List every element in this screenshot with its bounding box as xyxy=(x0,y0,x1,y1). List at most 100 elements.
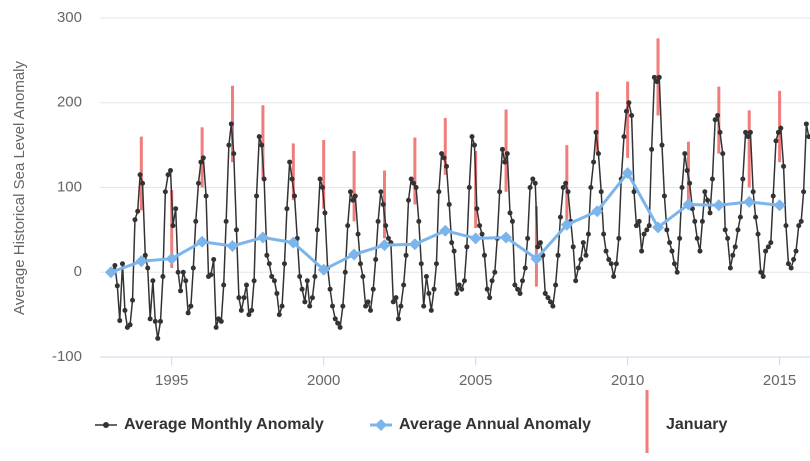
point xyxy=(515,286,521,292)
point xyxy=(479,231,485,237)
point xyxy=(504,151,510,157)
point xyxy=(768,240,774,246)
point xyxy=(355,231,361,237)
point xyxy=(537,240,543,246)
point xyxy=(623,108,629,114)
point xyxy=(580,240,586,246)
point xyxy=(193,218,199,224)
point xyxy=(383,223,389,229)
point xyxy=(788,265,794,271)
point xyxy=(591,159,597,165)
point xyxy=(606,257,612,263)
point xyxy=(747,129,753,135)
point xyxy=(646,223,652,229)
point xyxy=(499,146,505,152)
point xyxy=(168,168,174,174)
point xyxy=(740,176,746,182)
point xyxy=(798,218,804,224)
point xyxy=(639,248,645,254)
point xyxy=(147,316,153,322)
point xyxy=(497,189,503,195)
point xyxy=(150,278,156,284)
point xyxy=(198,159,204,165)
point xyxy=(426,290,432,296)
point xyxy=(702,189,708,195)
point xyxy=(112,262,118,268)
point xyxy=(773,138,779,144)
point xyxy=(507,210,513,216)
point xyxy=(535,244,541,250)
point xyxy=(352,193,358,199)
point xyxy=(575,265,581,271)
point xyxy=(621,167,634,180)
point xyxy=(705,197,711,203)
point xyxy=(390,299,396,305)
point xyxy=(443,163,449,169)
point xyxy=(500,231,513,244)
point xyxy=(760,273,766,279)
point xyxy=(322,210,328,216)
point xyxy=(439,151,445,157)
x-tick-label: 1995 xyxy=(155,372,188,389)
x-tick-label: 2015 xyxy=(763,372,796,389)
point xyxy=(651,74,657,80)
point xyxy=(712,199,725,212)
point xyxy=(758,269,764,275)
point xyxy=(312,273,318,279)
point xyxy=(512,282,518,288)
point xyxy=(677,235,683,241)
point xyxy=(530,176,536,182)
point xyxy=(553,282,559,288)
point xyxy=(256,231,269,244)
point xyxy=(471,142,477,148)
point xyxy=(682,198,695,211)
point xyxy=(578,257,584,263)
point xyxy=(236,295,242,301)
point xyxy=(261,176,267,182)
point xyxy=(347,189,353,195)
point xyxy=(289,176,295,182)
point xyxy=(743,129,749,135)
point xyxy=(162,189,168,195)
point xyxy=(629,112,635,118)
point xyxy=(707,210,713,216)
point xyxy=(527,185,533,190)
point xyxy=(287,236,300,249)
point xyxy=(135,255,148,268)
point xyxy=(783,223,789,229)
point xyxy=(684,168,690,174)
point xyxy=(183,278,189,284)
point xyxy=(335,320,341,326)
point xyxy=(373,257,379,263)
point xyxy=(350,197,356,203)
point xyxy=(408,238,421,251)
point xyxy=(428,307,434,313)
point xyxy=(449,240,455,246)
point xyxy=(601,231,607,237)
point xyxy=(284,206,290,212)
point xyxy=(378,189,384,195)
point xyxy=(269,273,275,279)
point xyxy=(155,335,161,341)
point xyxy=(238,307,244,313)
point xyxy=(271,278,277,284)
point xyxy=(456,282,462,288)
point xyxy=(345,223,351,229)
point xyxy=(137,172,143,178)
point xyxy=(436,189,442,195)
point xyxy=(477,223,483,229)
point xyxy=(142,252,148,258)
point xyxy=(743,195,756,208)
point xyxy=(348,248,361,261)
point xyxy=(304,278,310,284)
legend-label: Average Monthly Anomaly xyxy=(124,416,324,433)
point xyxy=(593,129,599,135)
point xyxy=(363,303,369,309)
point xyxy=(525,235,531,241)
point xyxy=(727,265,733,271)
point xyxy=(509,218,515,224)
point xyxy=(190,265,196,271)
point xyxy=(157,318,163,324)
point xyxy=(550,303,556,309)
point xyxy=(231,151,237,157)
